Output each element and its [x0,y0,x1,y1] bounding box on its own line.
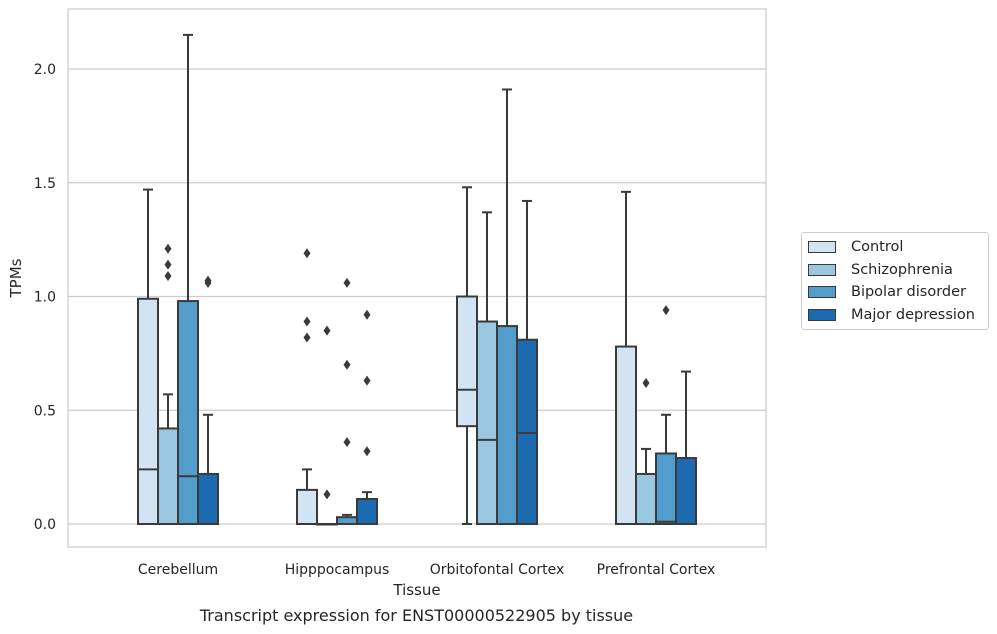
outlier-point [343,277,351,288]
legend-item: Schizophrenia [802,259,988,282]
outlier-point [642,377,650,388]
x-tick-label: Hipppocampus [285,562,390,578]
outlier-point [323,325,331,336]
box-body [615,345,637,525]
box-body [516,338,538,525]
x-tick-label: Prefrontal Cortex [597,562,716,578]
legend-label: Major depression [851,306,975,323]
box-body [635,472,657,526]
box-body [336,516,358,525]
y-axis-label: TPMs [7,258,25,298]
box-body [177,300,199,525]
plot-frame [67,8,767,548]
x-axis-label: Tissue [392,581,440,599]
x-tick-label: Orbitofontal Cortex [430,562,565,578]
legend-item: Bipolar disorder [802,281,988,304]
outlier-point [204,275,212,286]
outlier-point [343,437,351,448]
legend-label: Schizophrenia [851,261,953,278]
box-body [496,325,518,526]
box-bipolar-disorder [177,33,199,525]
y-tick-label: 1.0 [34,290,56,306]
box-control [615,190,637,525]
legend-swatch [808,286,836,299]
legend-swatch [808,241,836,254]
box-body [456,295,478,428]
outlier-point [303,248,311,259]
figure-caption: Transcript expression for ENST0000052290… [199,606,634,625]
outlier-point [303,316,311,327]
box-control [137,188,159,525]
box-control [456,186,478,525]
box-schizophrenia [635,377,657,526]
y-tick-label: 0.5 [34,403,56,419]
outlier-point [164,271,172,282]
y-tick-label: 2.0 [34,62,56,78]
outlier-point [164,243,172,254]
box-schizophrenia [157,243,179,526]
box-body [675,457,697,525]
boxes [137,33,697,526]
outlier-point [363,375,371,386]
box-schizophrenia [316,325,338,526]
outlier-point [363,446,371,457]
box-body [197,472,219,526]
box-body [137,297,159,525]
box-major-depression [356,309,378,526]
box-major-depression [197,275,219,526]
legend-label: Control [851,239,904,256]
outlier-point [303,332,311,343]
y-tick-label: 0.0 [34,517,56,533]
box-control [296,248,318,525]
outlier-point [164,259,172,270]
box-bipolar-disorder [655,305,677,526]
y-tick-labels: 0.0 0.5 1.0 1.5 2.0 [34,62,56,533]
box-body [476,320,498,525]
outlier-point [323,489,331,500]
legend-item: Control [802,236,988,259]
x-tick-labels: Cerebellum Hipppocampus Orbitofontal Corte… [138,562,715,578]
box-bipolar-disorder [336,277,358,525]
legend-swatch [808,263,836,276]
box-major-depression [675,370,697,525]
box-body [655,452,677,526]
legend: Control Schizophrenia Bipolar disorder Majo… [801,232,989,330]
legend-label: Bipolar disorder [851,284,966,301]
legend-swatch [808,308,836,321]
box-body [356,497,378,526]
legend-item: Major depression [802,304,988,327]
outlier-point [662,305,670,316]
y-tick-label: 1.5 [34,176,56,192]
outlier-point [363,309,371,320]
box-body [296,488,318,525]
x-tick-label: Cerebellum [138,562,218,578]
box-major-depression [516,199,538,525]
outlier-point [343,359,351,370]
box-body [157,427,179,526]
